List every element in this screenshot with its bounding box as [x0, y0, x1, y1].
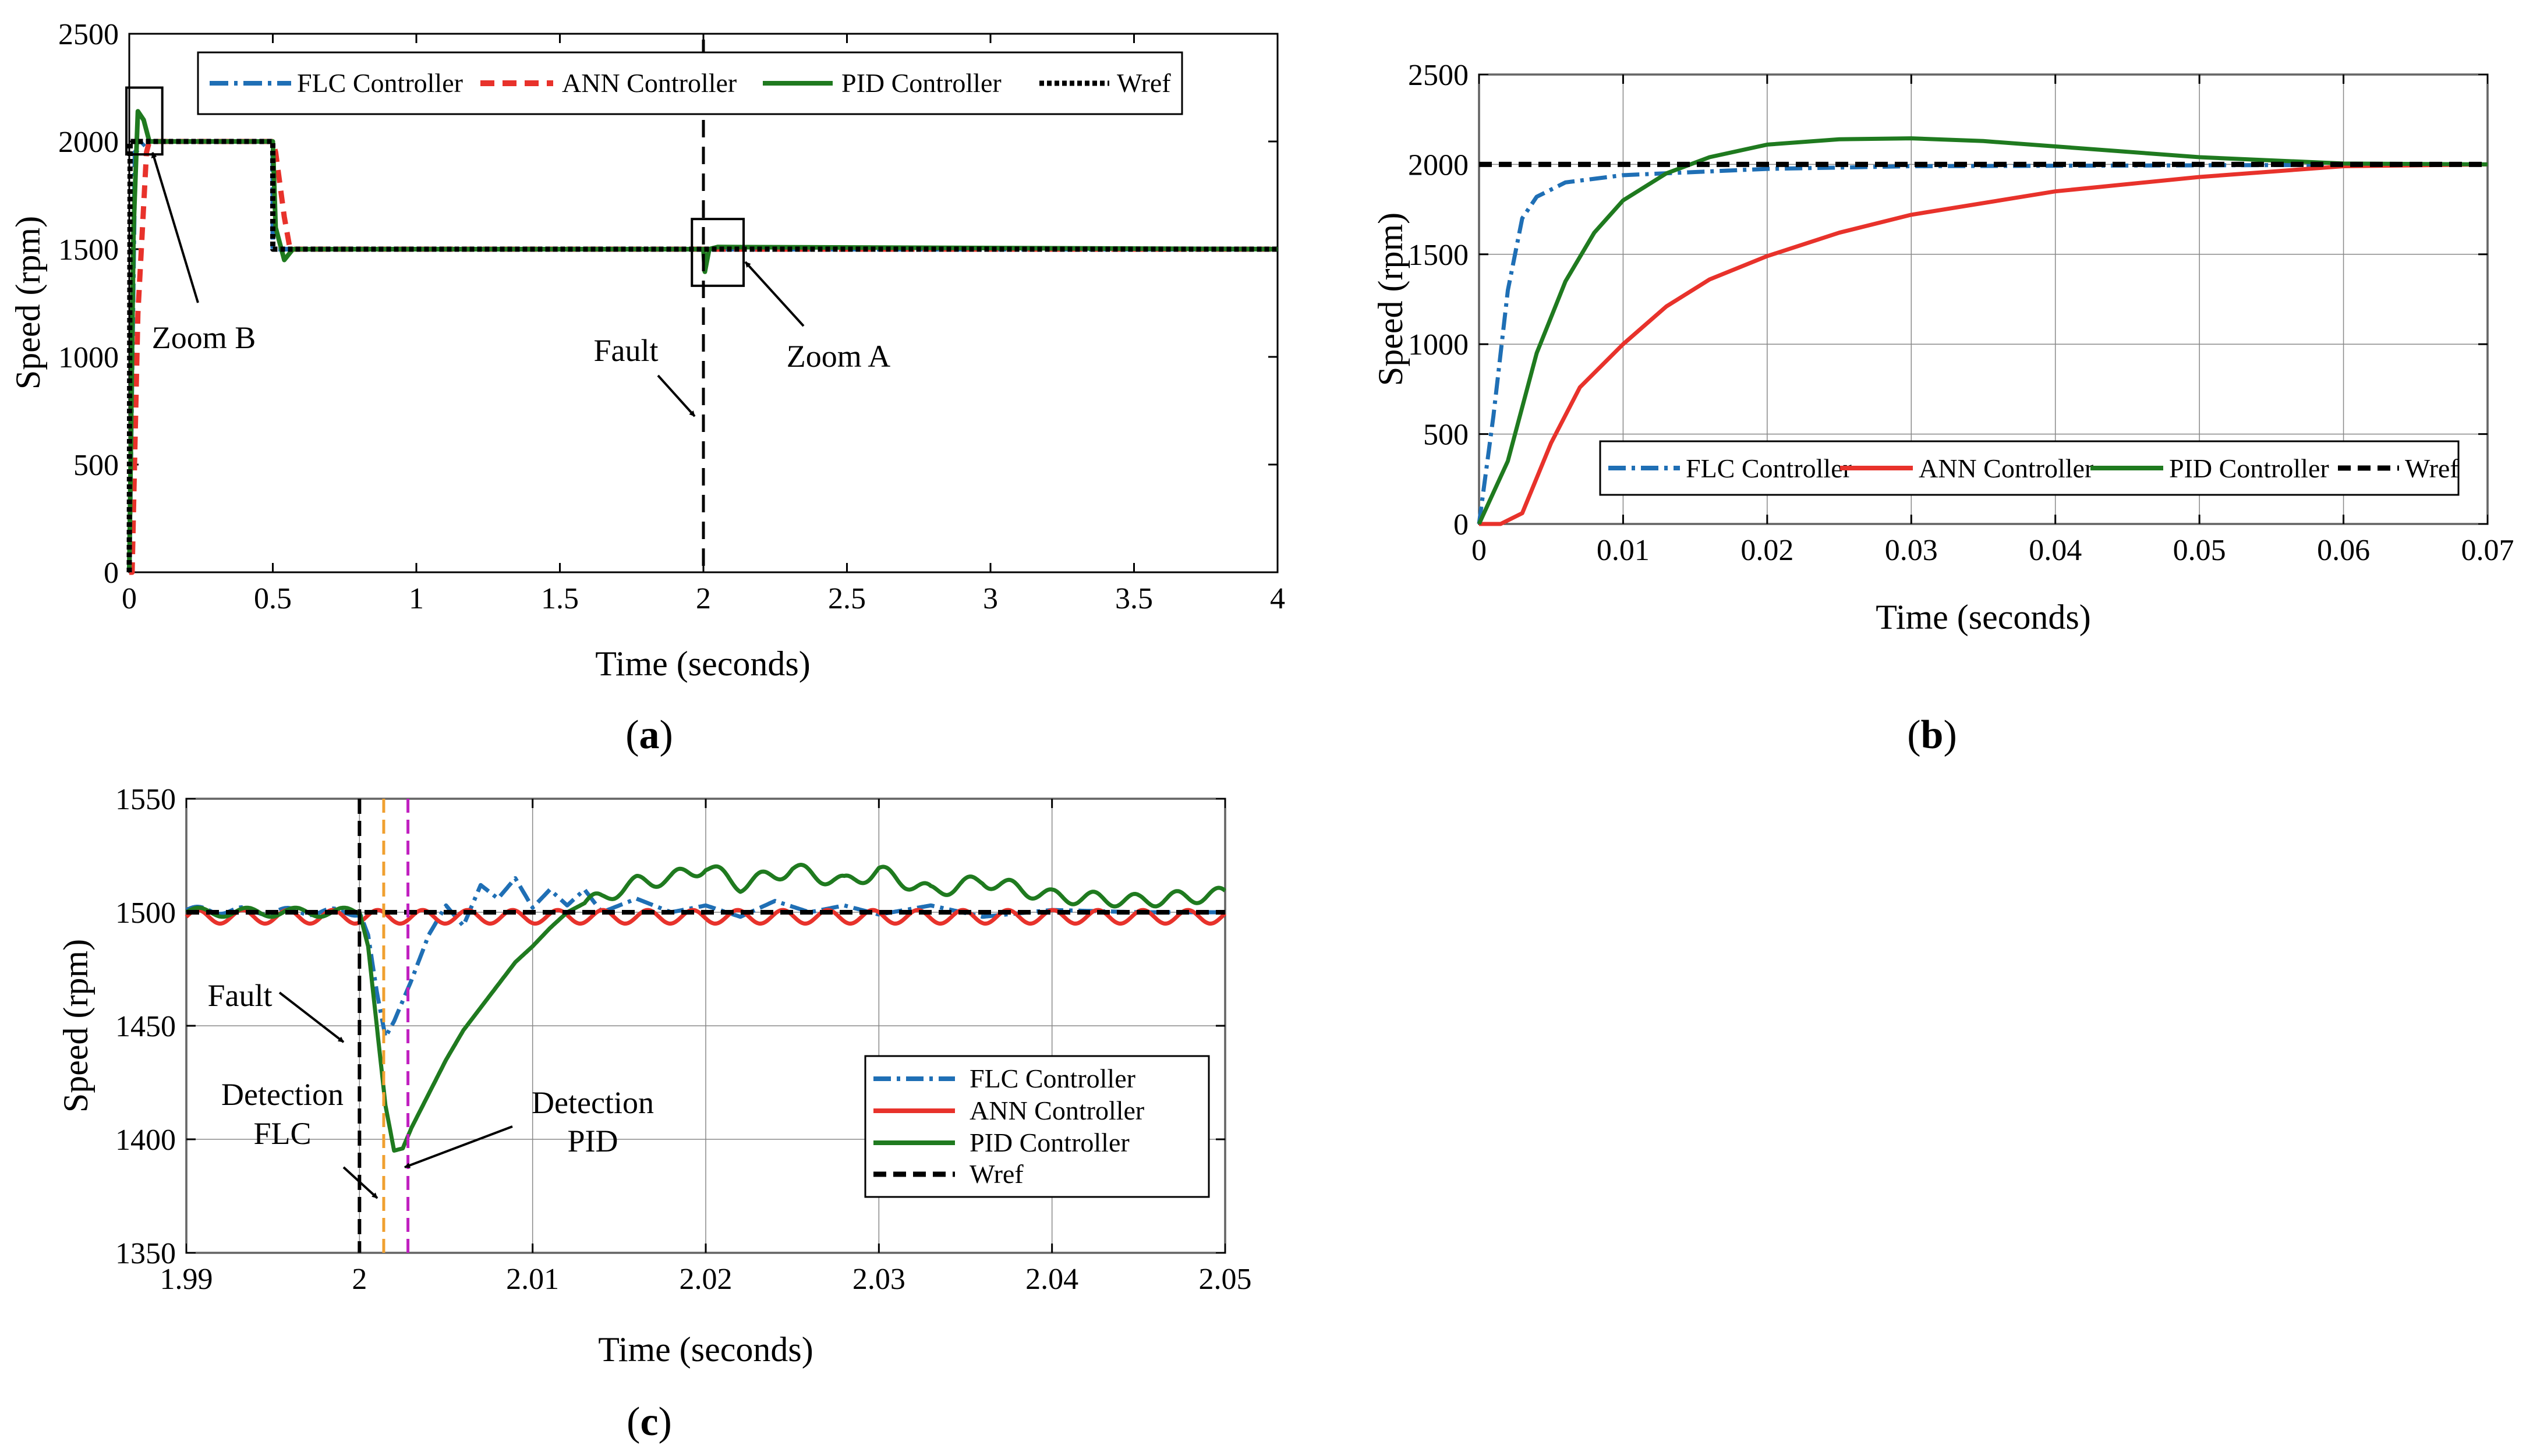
detection-flc-arrow [342, 1166, 378, 1199]
y-tick-label: 0 [1453, 508, 1469, 541]
legend-flc-label: FLC Controller [297, 68, 463, 98]
x-tick-label: 2.04 [1025, 1263, 1078, 1296]
y-tick-label: 1550 [115, 783, 176, 816]
x-tick-label: 0.07 [2461, 534, 2514, 567]
legend-c-wref-label: Wref [970, 1159, 1024, 1189]
x-tick-label: 0.06 [2317, 534, 2370, 567]
y-tick-label: 1000 [1408, 328, 1469, 362]
legend-b-ann-label: ANN Controller [1919, 454, 2093, 483]
series-ann-line [1479, 162, 2488, 526]
panel-b-xlabel: Time (seconds) [1876, 598, 2090, 636]
x-tick-label: 2 [352, 1263, 367, 1296]
legend-c-flc-label: FLC Controller [970, 1064, 1135, 1093]
y-tick-label: 2500 [1408, 59, 1469, 92]
y-tick-label: 1350 [115, 1237, 176, 1270]
x-tick-label: 0.03 [1885, 534, 1938, 567]
legend-ann-label: ANN Controller [562, 68, 737, 98]
panel-a-caption: (a) [625, 713, 673, 757]
x-tick-label: 0 [122, 582, 137, 615]
legend-c-ann-label: ANN Controller [970, 1096, 1144, 1125]
y-tick-label: 2000 [1408, 148, 1469, 182]
series-ann-line [129, 139, 1278, 575]
detection-flc-label-1: Detection [221, 1077, 344, 1112]
panel-c-caption: (c) [627, 1400, 672, 1444]
panel-c: 1.99 2 2.01 2.02 2.03 2.04 2.05 1350 1400 1450 150… [56, 783, 1252, 1444]
detection-pid-label-2: PID [567, 1124, 618, 1159]
x-tick-label: 4 [1270, 582, 1285, 615]
series-pid-line [1477, 136, 2488, 525]
x-tick-label: 2 [696, 582, 711, 615]
panel-b-legend: FLC Controller ANN Controller PID Contro… [1599, 440, 2460, 496]
detection-pid-label-1: Detection [532, 1085, 654, 1120]
detection-pid-arrow [404, 1125, 513, 1168]
legend-b-flc-label: FLC Controller [1686, 454, 1852, 483]
y-tick-label: 1500 [58, 233, 119, 267]
series-pid-line [127, 109, 1278, 573]
x-tick-label: 2.01 [506, 1263, 559, 1296]
panel-a-ticks: 0 0.5 1 1.5 2 2.5 3 3.5 4 0 500 1000 1500 2000 2500 [58, 18, 1285, 615]
legend-b-pid-label: PID Controller [2169, 454, 2329, 483]
y-tick-label: 1450 [115, 1010, 176, 1043]
y-tick-label: 500 [1423, 419, 1469, 452]
panel-b-series [1477, 136, 2488, 526]
y-tick-label: 500 [73, 449, 119, 482]
y-tick-label: 2000 [58, 126, 119, 159]
y-tick-label: 1400 [115, 1124, 176, 1157]
legend-wref-label: Wref [1117, 68, 1171, 98]
x-tick-label: 2.5 [828, 582, 866, 615]
legend-b-wref-label: Wref [2405, 454, 2459, 483]
detection-flc-label-2: FLC [253, 1116, 311, 1151]
panel-b-ylabel: Speed (rpm) [1371, 212, 1410, 386]
panel-b-ticks: 0 0.01 0.02 0.03 0.04 0.05 0.06 0.07 0 500 1000 150… [1408, 59, 2514, 567]
x-tick-label: 1.5 [541, 582, 579, 615]
panel-c-ticks: 1.99 2 2.01 2.02 2.03 2.04 2.05 1350 1400 1450 150… [115, 783, 1252, 1296]
x-tick-label: 2.03 [852, 1263, 905, 1296]
panel-c-legend: FLC Controller ANN Controller PID Contro… [864, 1055, 1210, 1198]
panel-a-series [126, 109, 1278, 575]
panel-b-caption: (b) [1907, 713, 1957, 757]
y-tick-label: 1000 [58, 341, 119, 374]
fault-label-a: Fault [593, 333, 658, 368]
x-tick-label: 1.99 [160, 1263, 213, 1296]
legend-pid-label: PID Controller [841, 68, 1002, 98]
y-tick-label: 0 [104, 557, 119, 590]
panel-a-xlabel: Time (seconds) [595, 644, 810, 683]
zoom-b-arrow [151, 152, 199, 303]
zoom-b-box [125, 86, 164, 156]
fault-arrow-c [278, 991, 345, 1043]
zoom-a-box [691, 218, 745, 287]
zoom-a-arrow [744, 261, 805, 327]
y-tick-label: 1500 [1408, 239, 1469, 272]
x-tick-label: 0.05 [2173, 534, 2226, 567]
series-wref-line [126, 139, 1278, 573]
x-tick-label: 3 [983, 582, 998, 615]
panel-a-ylabel: Speed (rpm) [9, 216, 47, 389]
x-tick-label: 3.5 [1115, 582, 1153, 615]
panel-a: 0 0.5 1 1.5 2 2.5 3 3.5 4 0 500 1000 1500 2000 2500 Zo… [9, 18, 1285, 757]
fault-arrow-a [657, 374, 696, 417]
x-tick-label: 1 [409, 582, 424, 615]
x-tick-label: 0.04 [2029, 534, 2082, 567]
zoom-b-label: Zoom B [152, 320, 256, 355]
panel-a-legend: FLC Controller ANN Controller PID Contro… [197, 51, 1183, 115]
panel-c-xlabel: Time (seconds) [598, 1330, 813, 1369]
x-tick-label: 0.02 [1740, 534, 1793, 567]
y-tick-label: 2500 [58, 18, 119, 51]
series-flc-line [1477, 162, 2488, 525]
panel-c-ylabel: Speed (rpm) [56, 939, 95, 1113]
x-tick-label: 0 [1471, 534, 1487, 567]
x-tick-label: 0.01 [1597, 534, 1650, 567]
zoom-a-label: Zoom A [787, 339, 891, 374]
y-tick-label: 1500 [115, 897, 176, 930]
x-tick-label: 2.05 [1199, 1263, 1252, 1296]
x-tick-label: 2.02 [680, 1263, 733, 1296]
fault-label-c: Fault [207, 978, 272, 1013]
panel-b: 0 0.01 0.02 0.03 0.04 0.05 0.06 0.07 0 500 1000 150… [1371, 59, 2514, 757]
x-tick-label: 0.5 [254, 582, 292, 615]
legend-c-pid-label: PID Controller [970, 1128, 1130, 1157]
